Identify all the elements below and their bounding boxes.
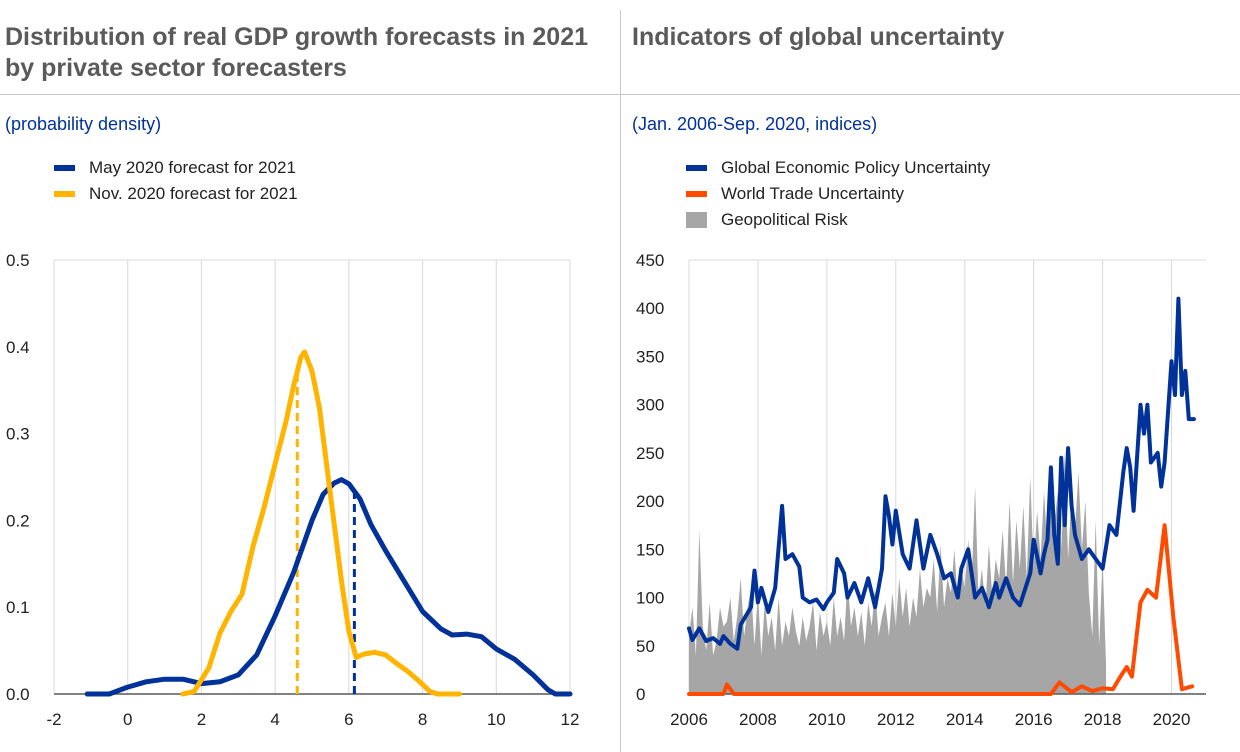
right-chart-series-0-line [687,296,1196,651]
right-chart-x-tick-label: 2012 [877,710,915,729]
right-chart-x-tick-label: 2020 [1153,710,1191,729]
legend-swatch-yellow [54,191,75,197]
left-chart-y-tick-label: 0.1 [6,598,30,617]
legend-item-may-2020: May 2020 forecast for 2021 [54,155,298,181]
left-chart-subtitle: (probability density) [5,114,162,134]
right-chart-x-tick-label: 2016 [1015,710,1053,729]
right-chart-y-tick-label: 200 [636,492,664,511]
left-chart-title: Distribution of real GDP growth forecast… [5,23,588,82]
legend-label: Global Economic Policy Uncertainty [721,158,991,177]
right-chart-x-tick-label: 2018 [1084,710,1122,729]
left-chart-y-tick-label: 0.2 [6,511,30,530]
left-chart-x-tick-label: 2 [197,710,206,729]
left-chart-y-tick-label: 0.4 [6,338,30,357]
legend-item-gepu: Global Economic Policy Uncertainty [686,155,990,181]
left-chart-y-tick-label: 0.0 [6,685,30,704]
left-chart-series-0-line [84,477,573,697]
legend-label: May 2020 forecast for 2021 [89,158,296,177]
left-chart-x-tick-label: 0 [123,710,132,729]
left-chart-y-tick-label: 0.5 [6,251,30,270]
right-chart-x-tick-label: 2006 [670,710,708,729]
legend-swatch-gray [686,212,707,228]
legend-item-gpr: Geopolitical Risk [686,207,990,233]
left-legend: May 2020 forecast for 2021 Nov. 2020 for… [54,155,298,207]
right-chart-y-tick-label: 50 [636,637,655,656]
right-legend: Global Economic Policy Uncertainty World… [686,155,990,233]
legend-swatch-orange [686,191,707,197]
left-chart-x-tick-label: 12 [561,710,580,729]
left-chart-y-tick-label: 0.3 [6,425,30,444]
left-chart-x-tick-label: 6 [344,710,353,729]
legend-label: Nov. 2020 forecast for 2021 [89,184,298,203]
right-chart-x-tick-label: 2010 [808,710,846,729]
right-chart-y-tick-label: 450 [636,251,664,270]
right-chart-title: Indicators of global uncertainty [632,23,1005,51]
left-chart-x-tick-label: 10 [487,710,506,729]
right-chart-series-2-area [689,452,1107,694]
left-chart-x-tick-label: 8 [418,710,427,729]
legend-swatch-blue [686,165,707,171]
right-chart-y-tick-label: 150 [636,540,664,559]
left-chart-x-tick-label: 4 [270,710,279,729]
legend-item-nov-2020: Nov. 2020 forecast for 2021 [54,181,298,207]
right-chart-y-tick-label: 250 [636,444,664,463]
right-chart-series-1-line [687,523,1195,696]
right-chart-y-tick-label: 100 [636,589,664,608]
right-chart-x-tick-label: 2008 [739,710,777,729]
right-chart-y-tick-label: 400 [636,299,664,318]
legend-swatch-blue [54,165,75,171]
right-chart-y-tick-label: 0 [636,685,645,704]
panel-divider-horizontal [0,94,1240,95]
right-chart-subtitle: (Jan. 2006-Sep. 2020, indices) [632,114,878,134]
left-chart-x-tick-label: -2 [46,710,61,729]
legend-label: World Trade Uncertainty [721,184,904,203]
panel-divider-vertical [620,10,621,752]
right-chart-y-tick-label: 300 [636,396,664,415]
legend-item-wtu: World Trade Uncertainty [686,181,990,207]
left-chart-series-1-line [180,349,462,697]
legend-label: Geopolitical Risk [721,210,848,229]
right-chart-x-tick-label: 2014 [946,710,984,729]
right-chart-y-tick-label: 350 [636,347,664,366]
